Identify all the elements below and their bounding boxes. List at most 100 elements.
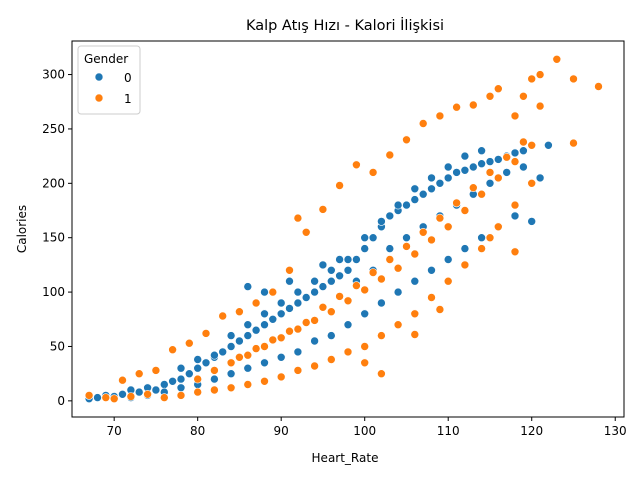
data-point-gender-0	[326, 331, 336, 340]
data-point-gender-1	[435, 305, 445, 314]
data-point-gender-1	[109, 394, 119, 404]
data-point-gender-0	[360, 244, 370, 253]
data-point-gender-1	[285, 265, 294, 275]
points-layer	[84, 54, 603, 404]
y-tick-label: 150	[42, 231, 65, 245]
data-point-gender-1	[185, 338, 194, 348]
data-point-gender-0	[368, 233, 378, 242]
data-point-gender-0	[185, 369, 194, 379]
data-point-gender-0	[343, 255, 353, 264]
data-point-gender-0	[393, 287, 403, 297]
data-point-gender-0	[352, 255, 361, 264]
x-axis-label: Heart_Rate	[312, 451, 379, 465]
data-point-gender-1	[410, 249, 420, 259]
data-point-gender-1	[493, 222, 503, 232]
data-point-gender-0	[134, 387, 144, 397]
data-point-gender-0	[427, 173, 436, 183]
data-point-gender-1	[468, 183, 478, 192]
data-point-gender-1	[193, 387, 202, 397]
data-point-gender-0	[485, 179, 495, 188]
data-point-gender-0	[243, 331, 253, 340]
data-point-gender-1	[352, 160, 361, 170]
data-point-gender-0	[193, 363, 202, 373]
y-tick-label: 100	[42, 285, 65, 299]
data-point-gender-1	[460, 206, 470, 215]
data-point-gender-1	[293, 366, 303, 375]
data-point-gender-0	[310, 276, 319, 286]
y-tick-label: 0	[57, 394, 65, 408]
data-point-gender-0	[443, 162, 453, 172]
data-point-gender-0	[276, 309, 286, 319]
x-axis: 70 80 90 100 110 120 130	[107, 417, 627, 438]
data-point-gender-0	[268, 314, 278, 324]
data-point-gender-1	[301, 228, 311, 237]
data-point-gender-0	[402, 200, 411, 210]
data-point-gender-1	[134, 369, 144, 379]
data-point-gender-0	[251, 325, 261, 335]
data-point-gender-0	[385, 244, 395, 253]
data-point-gender-1	[160, 393, 169, 402]
plot-frame	[71, 40, 625, 418]
data-point-gender-1	[452, 102, 461, 112]
data-point-gender-1	[260, 342, 269, 351]
data-point-gender-1	[84, 391, 94, 400]
data-point-gender-0	[168, 376, 177, 386]
data-point-gender-1	[443, 222, 453, 232]
x-tick-label: 90	[274, 424, 289, 438]
data-point-gender-0	[243, 320, 253, 330]
data-point-gender-1	[226, 358, 236, 368]
data-point-gender-1	[193, 374, 202, 384]
data-point-gender-0	[410, 184, 420, 194]
data-point-gender-1	[318, 302, 328, 312]
data-point-gender-0	[293, 298, 303, 308]
data-point-gender-1	[326, 355, 336, 364]
data-point-gender-1	[268, 335, 278, 345]
data-point-gender-1	[519, 137, 528, 147]
data-point-gender-1	[435, 213, 445, 223]
data-point-gender-1	[427, 293, 436, 302]
data-point-gender-0	[318, 260, 328, 270]
data-point-gender-1	[260, 376, 269, 386]
data-point-gender-1	[143, 389, 152, 399]
data-point-gender-1	[326, 307, 336, 317]
data-point-gender-0	[544, 141, 553, 150]
data-point-gender-0	[377, 298, 386, 308]
data-point-gender-0	[151, 385, 161, 395]
data-point-gender-1	[385, 150, 395, 160]
data-point-gender-0	[160, 380, 169, 389]
data-point-gender-1	[569, 74, 578, 84]
data-point-gender-0	[176, 374, 186, 384]
data-point-gender-0	[176, 363, 186, 373]
data-point-gender-1	[243, 350, 253, 360]
data-point-gender-1	[101, 393, 111, 402]
data-point-gender-0	[285, 304, 294, 313]
data-point-gender-1	[410, 330, 420, 339]
data-point-gender-0	[335, 271, 344, 281]
data-point-gender-1	[368, 268, 378, 277]
data-point-gender-1	[493, 84, 503, 93]
data-point-gender-1	[360, 285, 370, 295]
data-point-gender-1	[310, 361, 319, 371]
data-point-gender-1	[485, 92, 495, 101]
data-point-gender-1	[226, 383, 236, 393]
data-point-gender-1	[527, 179, 537, 188]
data-point-gender-0	[285, 276, 294, 286]
data-point-gender-0	[510, 211, 520, 221]
data-point-gender-1	[510, 111, 520, 121]
data-point-gender-1	[493, 173, 503, 183]
data-point-gender-1	[377, 331, 386, 340]
data-point-gender-1	[527, 141, 537, 150]
data-point-gender-0	[326, 276, 336, 286]
data-point-gender-0	[477, 233, 486, 242]
data-point-gender-0	[418, 189, 428, 199]
x-tick-label: 80	[190, 424, 205, 438]
data-point-gender-1	[343, 347, 353, 357]
data-point-gender-1	[276, 333, 286, 343]
data-point-gender-0	[377, 217, 386, 226]
data-point-gender-0	[393, 200, 403, 210]
data-point-gender-1	[535, 101, 545, 111]
legend-label-1: 1	[124, 92, 132, 106]
x-tick-label: 130	[604, 424, 627, 438]
data-point-gender-1	[126, 392, 136, 401]
